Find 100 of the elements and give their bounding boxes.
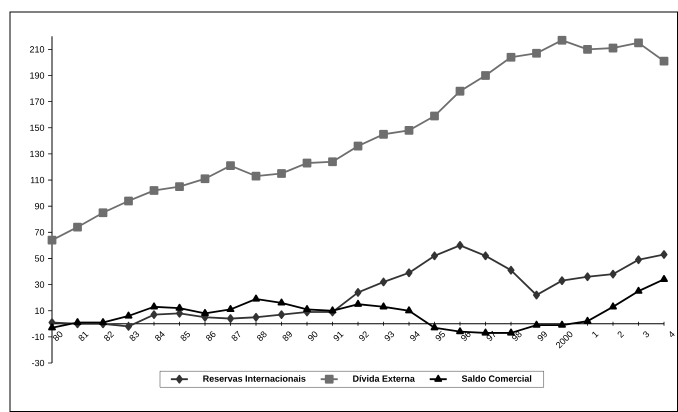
x-tick-label: 91: [334, 332, 344, 341]
point: [176, 304, 184, 311]
point: [278, 310, 286, 320]
point: [634, 286, 642, 294]
y-tick-label: 50: [34, 255, 44, 262]
point: [558, 320, 566, 328]
x-tick-label: 99: [538, 331, 547, 341]
point: [150, 310, 158, 320]
point: [200, 174, 210, 184]
y-tick-label: 190: [30, 72, 44, 79]
x-tick-label: 88: [257, 331, 267, 341]
x-tick-label: 86: [206, 331, 216, 341]
point: [48, 323, 56, 330]
x-tick-label: 98: [512, 331, 522, 341]
point: [278, 298, 286, 306]
point: [405, 306, 413, 314]
point: [328, 157, 337, 166]
x-tick-label: 89: [282, 331, 292, 341]
point: [175, 182, 184, 191]
point: [380, 302, 388, 310]
point: [379, 130, 388, 139]
x-tick-label: 4: [670, 331, 675, 338]
y-tick-label: 70: [34, 229, 44, 236]
point: [226, 314, 234, 323]
point: [124, 196, 133, 206]
point: [277, 169, 286, 178]
point: [609, 302, 617, 310]
x-tick-label: 1: [592, 332, 599, 338]
y-tick-label: 150: [30, 124, 44, 131]
y-tick-label: 90: [34, 203, 44, 210]
point: [507, 266, 515, 275]
point: [634, 255, 642, 264]
point: [74, 318, 82, 326]
point: [481, 71, 490, 80]
x-tick-label: 93: [384, 331, 394, 341]
point: [354, 142, 362, 150]
point: [583, 44, 592, 54]
point: [150, 186, 158, 195]
y-tick-label: -10: [32, 334, 44, 340]
legend-label: Reservas Internacionais: [203, 375, 306, 382]
point: [99, 318, 107, 326]
point: [609, 270, 617, 279]
y-tick-label: 30: [34, 281, 44, 288]
point: [405, 268, 413, 278]
point: [430, 112, 439, 120]
x-tick-label: 82: [104, 331, 114, 341]
point: [252, 294, 260, 302]
point: [404, 126, 414, 135]
y-tick-label: 210: [30, 46, 44, 53]
x-tick-label: 94: [410, 331, 420, 341]
y-tick-label: -30: [32, 360, 44, 366]
point: [48, 236, 56, 245]
point: [328, 306, 336, 314]
point: [73, 222, 82, 232]
point: [303, 305, 311, 312]
point: [660, 274, 668, 282]
x-tick-label: 87: [232, 330, 240, 341]
point: [252, 172, 260, 181]
point: [380, 278, 388, 286]
y-tick-label: 110: [30, 176, 44, 184]
point: [660, 250, 668, 259]
x-tick-label: 85: [180, 330, 190, 341]
point: [124, 322, 132, 331]
point: [558, 36, 566, 45]
point: [482, 251, 490, 260]
y-tick-label: 170: [30, 98, 44, 105]
point: [532, 320, 540, 328]
x-tick-label: 2: [618, 331, 624, 338]
point: [252, 312, 260, 322]
point: [558, 276, 566, 286]
point: [124, 312, 132, 319]
y-tick-label: 10: [35, 308, 44, 314]
point: [584, 272, 592, 282]
point: [150, 302, 158, 310]
point: [430, 251, 438, 260]
x-tick-label: 80: [53, 331, 62, 341]
legend-label: Dívida Externa: [353, 375, 415, 382]
point: [354, 288, 362, 297]
point: [584, 316, 592, 324]
point: [532, 48, 541, 58]
point: [354, 300, 362, 307]
point: [226, 161, 235, 170]
point: [226, 305, 234, 312]
point: [98, 208, 108, 218]
point: [430, 323, 438, 330]
x-tick-label: 3: [643, 331, 650, 338]
point: [634, 38, 643, 48]
x-tick-label: 84: [155, 331, 165, 341]
point: [660, 56, 668, 66]
point: [506, 52, 516, 62]
point: [302, 158, 312, 168]
point: [608, 44, 618, 52]
x-tick-label: 92: [359, 331, 370, 341]
y-tick-label: 130: [30, 150, 44, 158]
point: [456, 241, 464, 250]
point: [532, 290, 540, 300]
x-tick-label: 81: [78, 332, 89, 341]
point: [201, 308, 209, 316]
legend-label: Saldo Comercial: [462, 375, 532, 382]
point: [456, 86, 464, 96]
